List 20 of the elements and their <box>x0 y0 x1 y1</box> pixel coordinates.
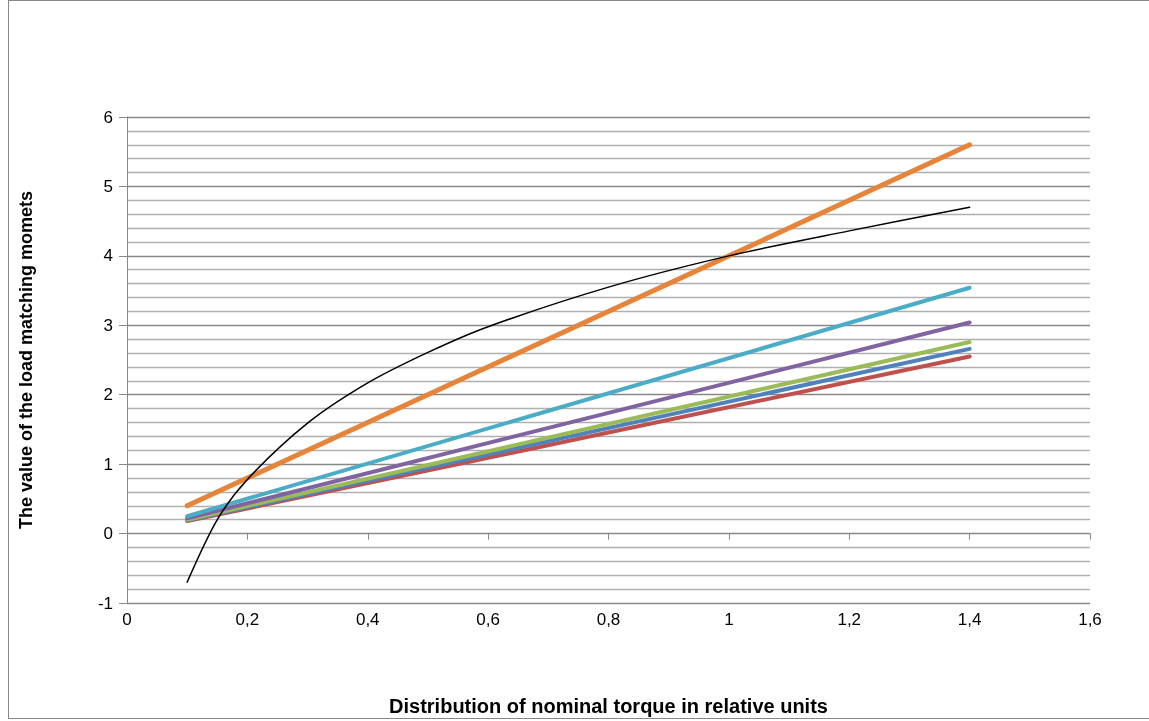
x-axis-title: Distribution of nominal torque in relative units <box>389 695 828 717</box>
x-tick-label: 0,4 <box>355 610 380 629</box>
x-tick-label: 0,8 <box>596 610 621 629</box>
y-tick-label: 5 <box>103 176 113 196</box>
line-series <box>186 206 971 583</box>
y-tick-label: 3 <box>103 315 113 335</box>
y-tick-label: -1 <box>97 593 113 613</box>
y-tick-label: 2 <box>103 385 113 405</box>
y-tick-label: 1 <box>103 454 113 474</box>
x-tick-label: 1,6 <box>1078 610 1102 629</box>
y-tick-label: 0 <box>103 524 113 544</box>
y-tick-label: 6 <box>103 107 113 127</box>
x-tick-label: 0,2 <box>235 610 260 629</box>
x-tick-label: 1,4 <box>957 610 982 629</box>
y-tick-label: 4 <box>103 246 113 266</box>
x-tick-label: 0,6 <box>476 610 500 629</box>
y-axis-title: The value of the load matching momets <box>16 190 36 530</box>
x-tick-label: 1 <box>724 610 734 629</box>
x-tick-label: 1,2 <box>837 610 862 629</box>
x-tick-label: 0 <box>122 610 132 629</box>
